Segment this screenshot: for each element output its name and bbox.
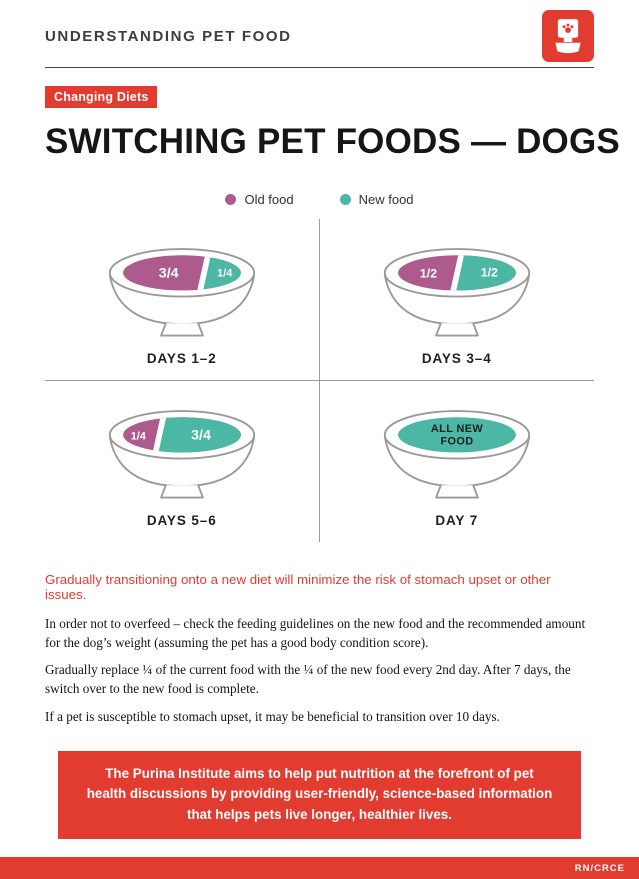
pet-feeder-icon <box>542 10 594 62</box>
pet-feeder-glyph <box>555 19 581 54</box>
diagram-days-1-2: 3/4 1/4 DAYS 1–2 <box>45 219 320 381</box>
bowl-label: DAYS 1–2 <box>146 351 217 366</box>
transition-diagram-grid: 3/4 1/4 DAYS 1–2 1/2 1/2 DAYS 3–4 <box>45 219 594 542</box>
new-food-portion <box>397 417 516 453</box>
document-code: RN/CRCE <box>574 862 625 874</box>
header: UNDERSTANDING PET FOOD <box>0 0 639 62</box>
all-new-food-label-line1: ALL NEW <box>431 423 483 435</box>
section-badge: Changing Diets <box>45 86 158 108</box>
bowl-days-5-6: 1/4 3/4 <box>108 410 255 499</box>
old-fraction-label: 1/2 <box>420 267 437 281</box>
bowl-days-1-2: 3/4 1/4 <box>108 248 255 337</box>
page-title: SWITCHING PET FOODS — DOGS <box>45 122 620 161</box>
new-fraction-label: 3/4 <box>191 428 211 444</box>
all-new-food-label-line2: FOOD <box>440 435 473 447</box>
new-fraction-label: 1/4 <box>217 268 232 280</box>
legend-item-old-food: Old food <box>225 192 294 207</box>
paragraph-2: Gradually replace ¼ of the current food … <box>45 662 571 697</box>
legend-label-old: Old food <box>244 192 294 207</box>
paragraph-3: If a pet is susceptible to stomach upset… <box>45 708 500 724</box>
bottom-bar: RN/CRCE <box>0 857 639 879</box>
bowl-label: DAY 7 <box>435 513 479 528</box>
old-fraction-label: 3/4 <box>159 266 179 282</box>
bowl-label: DAYS 3–4 <box>421 351 492 366</box>
new-fraction-label: 1/2 <box>480 266 497 280</box>
new-food-swatch-icon <box>339 194 351 205</box>
highlight-sentence: Gradually transitioning onto a new diet … <box>45 572 551 602</box>
legend: Old food New food <box>0 192 639 207</box>
header-divider <box>45 67 594 68</box>
header-title: UNDERSTANDING PET FOOD <box>45 27 292 45</box>
purina-institute-infobox: The Purina Institute aims to help put nu… <box>58 750 581 839</box>
diagram-day-7: ALL NEW FOOD DAY 7 <box>320 381 595 542</box>
body-text: In order not to overfeed – check the fee… <box>45 615 594 727</box>
diagram-days-5-6: 1/4 3/4 DAYS 5–6 <box>45 381 320 542</box>
bowl-day-7: ALL NEW FOOD <box>383 410 530 499</box>
bowl-label: DAYS 5–6 <box>146 513 217 528</box>
old-fraction-label: 1/4 <box>130 431 145 443</box>
legend-label-new: New food <box>358 192 414 207</box>
old-food-swatch-icon <box>225 194 237 205</box>
paragraph-1: In order not to overfeed – check the fee… <box>45 616 586 650</box>
diagram-days-3-4: 1/2 1/2 DAYS 3–4 <box>319 219 594 381</box>
legend-item-new-food: New food <box>339 192 414 207</box>
bowl-days-3-4: 1/2 1/2 <box>383 248 530 337</box>
